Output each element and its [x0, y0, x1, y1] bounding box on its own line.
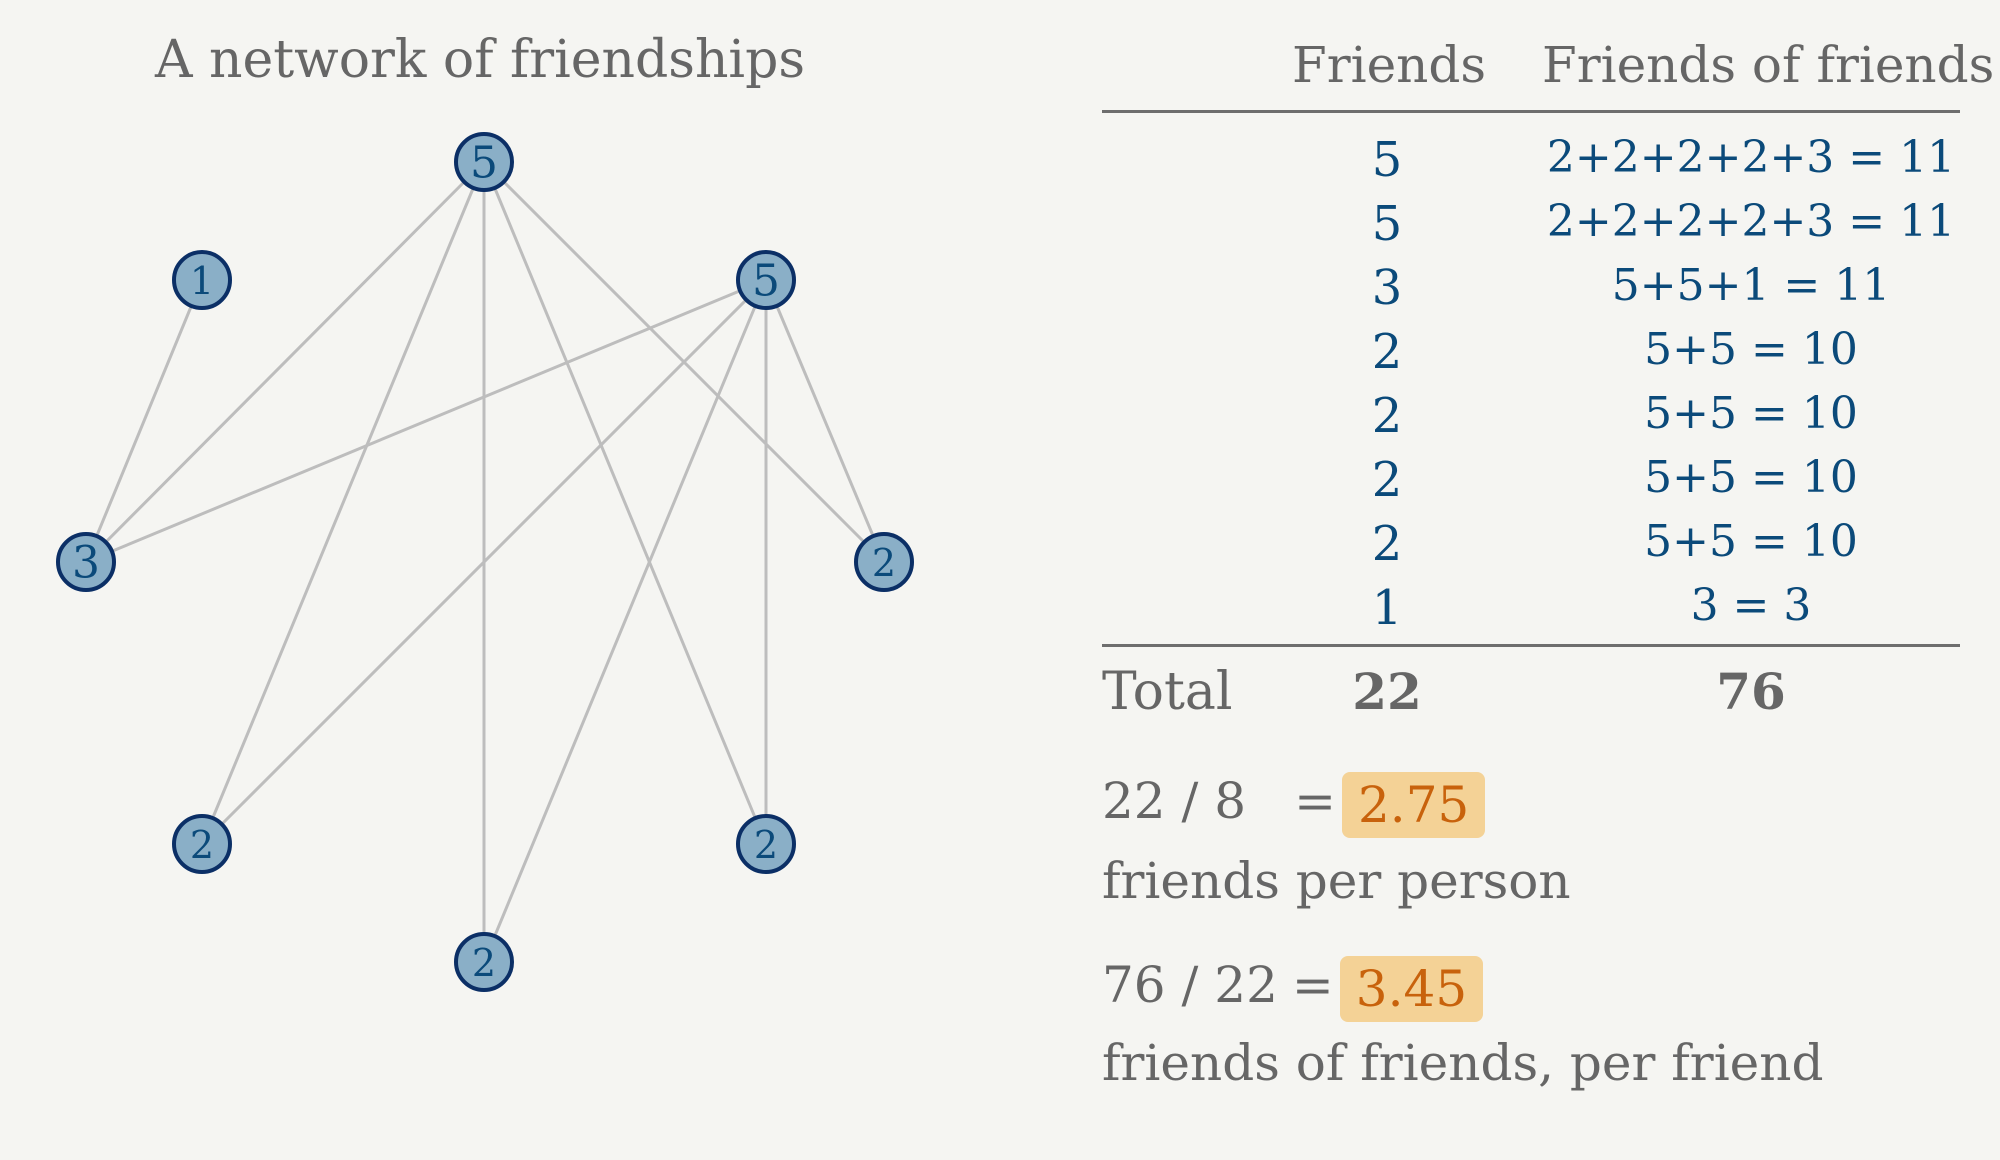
- table-row: 2 5+5 = 10: [1102, 318, 1960, 382]
- person-node: 1: [172, 250, 232, 310]
- node-friend-count: 5: [752, 256, 780, 307]
- friends-per-person-result: 2.75: [1341, 772, 1486, 838]
- row-friends-count: 2: [1371, 388, 1403, 444]
- total-label: Total: [1102, 662, 1233, 722]
- network-graph: 5 5 1 3 2 2 2 2: [56, 132, 914, 992]
- node-friend-count: 1: [190, 259, 214, 303]
- row-friends-count: 2: [1371, 452, 1403, 508]
- table-rows: 5 2+2+2+2+3 = 11 5 2+2+2+2+3 = 11 3 5+5+…: [1102, 126, 1960, 638]
- node-friend-count: 2: [754, 823, 778, 867]
- network-title: A network of friendships: [154, 30, 806, 90]
- calculation-expression: 76 / 22: [1102, 956, 1278, 1014]
- equals-sign: =: [1294, 772, 1336, 830]
- total-rule: [1102, 644, 1960, 647]
- friendship-edge: [482, 161, 768, 845]
- node-circle: [454, 932, 514, 992]
- node-friend-count: 5: [470, 138, 498, 189]
- node-circle: [736, 250, 796, 310]
- node-friend-count: 2: [190, 823, 214, 867]
- friendship-edge: [85, 278, 767, 564]
- row-friends-count: 5: [1371, 196, 1403, 252]
- row-fof-sum: 5+5 = 10: [1644, 452, 1858, 503]
- table-row: 1 3 = 3: [1102, 574, 1960, 638]
- friendship-edge: [200, 161, 486, 845]
- node-circle: [454, 132, 514, 192]
- row-fof-sum: 5+5 = 10: [1644, 388, 1858, 439]
- node-circle: [56, 532, 116, 592]
- row-friends-count: 2: [1371, 324, 1403, 380]
- fof-per-friend-caption: friends of friends, per friend: [1102, 1034, 1824, 1092]
- row-fof-sum: 5+5 = 10: [1644, 516, 1858, 567]
- person-node: 2: [172, 814, 232, 874]
- row-friends-count: 2: [1371, 516, 1403, 572]
- header-friends-of-friends: Friends of friends: [1542, 36, 1995, 94]
- table-row: 3 5+5+1 = 11: [1102, 254, 1960, 318]
- header-rule: [1102, 110, 1960, 113]
- row-fof-sum: 2+2+2+2+3 = 11: [1546, 132, 1956, 183]
- person-node: 3: [56, 532, 116, 592]
- table-row: 5 2+2+2+2+3 = 11: [1102, 126, 1960, 190]
- total-friends-of-friends: 76: [1716, 662, 1786, 721]
- node-circle: [172, 814, 232, 874]
- person-node: 5: [454, 132, 514, 192]
- total-friends: 22: [1352, 662, 1422, 721]
- friendship-edge: [84, 279, 204, 563]
- friends-per-person-calculation: 22 / 8 = 2.75: [1102, 772, 1486, 838]
- row-friends-count: 1: [1371, 580, 1403, 636]
- person-node: 5: [736, 250, 796, 310]
- table-row: 5 2+2+2+2+3 = 11: [1102, 190, 1960, 254]
- node-friend-count: 3: [72, 538, 100, 589]
- row-friends-count: 5: [1371, 132, 1403, 188]
- friendship-edge: [200, 278, 768, 846]
- friendship-edge: [84, 160, 486, 564]
- table-row: 2 5+5 = 10: [1102, 382, 1960, 446]
- row-friends-count: 3: [1371, 260, 1403, 316]
- equals-sign: =: [1291, 956, 1334, 1014]
- row-fof-sum: 5+5+1 = 11: [1611, 260, 1891, 311]
- row-fof-sum: 3 = 3: [1690, 580, 1812, 631]
- friendship-edge: [764, 279, 886, 563]
- fof-per-friend-calculation: 76 / 22 = 3.45: [1102, 956, 1484, 1022]
- person-node: 2: [854, 532, 914, 592]
- node-friend-count: 2: [872, 541, 896, 585]
- node-circle: [172, 250, 232, 310]
- calculation-expression: 22 / 8: [1102, 772, 1247, 830]
- friends-per-person-caption: friends per person: [1102, 852, 1571, 910]
- node-friend-count: 2: [472, 941, 496, 985]
- row-fof-sum: 5+5 = 10: [1644, 324, 1858, 375]
- person-node: 2: [736, 814, 796, 874]
- node-circle: [854, 532, 914, 592]
- table-row: 2 5+5 = 10: [1102, 446, 1960, 510]
- table-row: 2 5+5 = 10: [1102, 510, 1960, 574]
- friendship-edge: [482, 279, 768, 963]
- edges: [84, 160, 886, 963]
- nodes: 5 5 1 3 2 2 2 2: [56, 132, 914, 992]
- row-fof-sum: 2+2+2+2+3 = 11: [1546, 196, 1956, 247]
- node-circle: [736, 814, 796, 874]
- header-friends: Friends: [1292, 36, 1487, 94]
- fof-per-friend-result: 3.45: [1339, 956, 1484, 1022]
- person-node: 2: [454, 932, 514, 992]
